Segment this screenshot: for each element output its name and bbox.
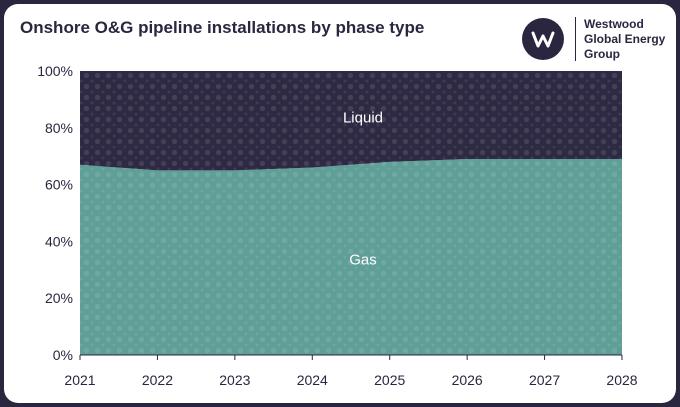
area-texture-fine-gas: [80, 159, 622, 355]
x-tick-label: 2028: [606, 372, 637, 388]
chart-card: Onshore O&G pipeline installations by ph…: [4, 4, 676, 403]
chart-title: Onshore O&G pipeline installations by ph…: [20, 18, 425, 37]
logo-divider: [575, 17, 576, 61]
logo-line-3: Group: [584, 47, 620, 61]
series-label-gas: Gas: [349, 252, 377, 269]
y-tick-label: 60%: [45, 177, 73, 193]
x-tick-label: 2027: [529, 372, 560, 388]
logo-text: Westwood Global Energy Group: [584, 17, 665, 62]
logo-line-1: Westwood: [584, 17, 644, 31]
x-tick-label: 2023: [219, 372, 250, 388]
westwood-logo: Westwood Global Energy Group: [522, 14, 672, 64]
series-label-liquid: Liquid: [343, 110, 383, 127]
y-tick-label: 40%: [45, 233, 73, 249]
area-chart: 0% 20% 40% 60% 80% 100% 2021 2022 2023 2024 2025 20…: [37, 63, 638, 388]
y-tick-label: 20%: [45, 290, 73, 306]
logo-line-2: Global Energy: [584, 32, 666, 46]
y-tick-label: 100%: [37, 63, 73, 79]
westwood-w-icon: [522, 18, 564, 60]
area-texture-fine-liquid: [80, 71, 622, 171]
x-tick-label: 2026: [452, 372, 483, 388]
y-tick-label: 0%: [53, 347, 73, 363]
y-tick-label: 80%: [45, 120, 73, 136]
x-tick-label: 2024: [297, 372, 328, 388]
x-tick-label: 2025: [374, 372, 405, 388]
x-tick-label: 2022: [142, 372, 173, 388]
x-tick-label: 2021: [64, 372, 95, 388]
